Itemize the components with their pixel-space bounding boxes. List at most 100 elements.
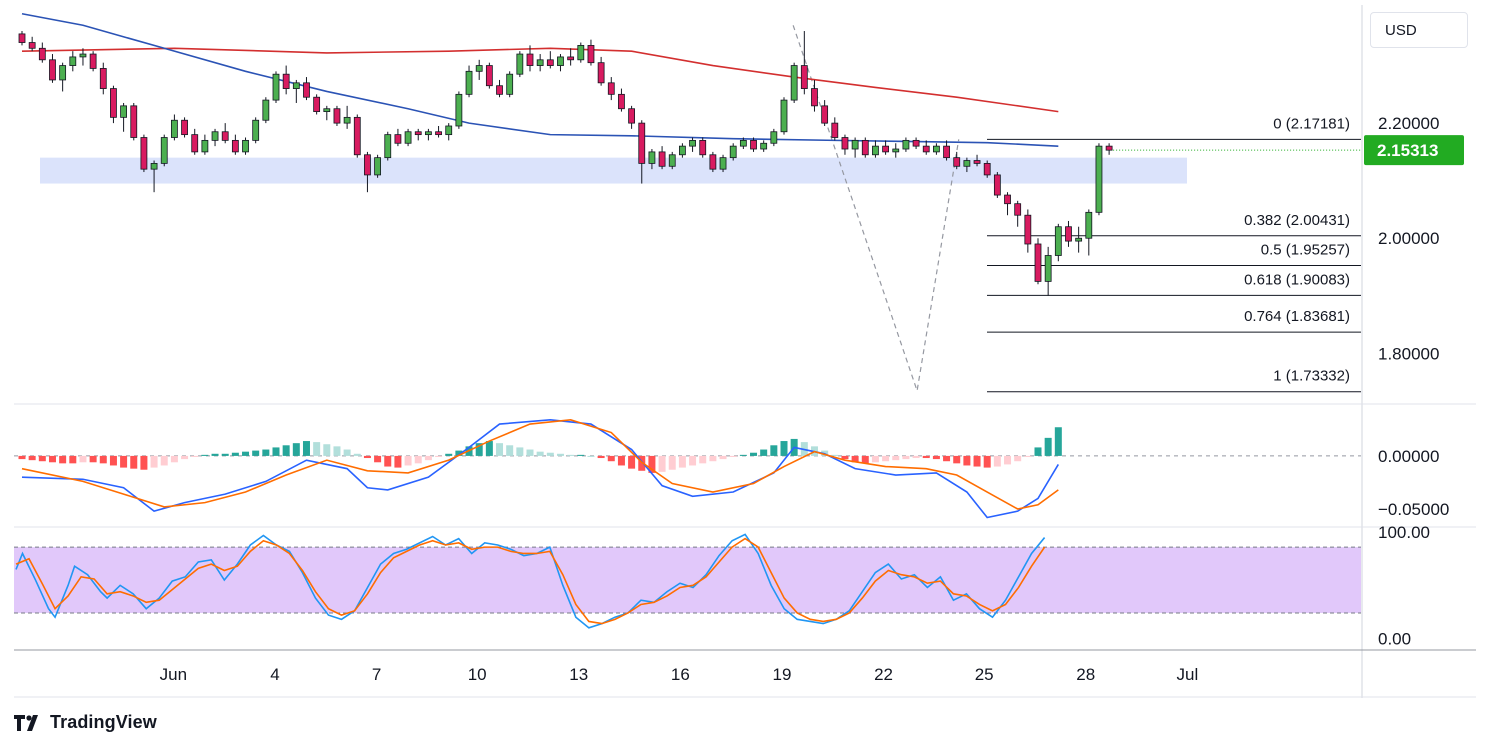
last-price-tag: 2.15313 [1113, 135, 1464, 166]
macd-histogram-bar [130, 455, 138, 469]
candle-body [475, 65, 483, 72]
macd-histogram-bar [1004, 455, 1012, 465]
macd-histogram-bar [242, 451, 250, 456]
macd-histogram-bar [729, 455, 737, 457]
candle-body [557, 56, 564, 66]
candle-body [404, 131, 412, 144]
macd-histogram-bar [59, 455, 67, 464]
candle-body [374, 157, 382, 176]
macd-histogram-bar [353, 453, 361, 456]
stochastic-band-rect [14, 547, 1361, 613]
macd-histogram-bar [455, 450, 463, 456]
macd-histogram-bar [363, 455, 371, 459]
candle-body [343, 116, 351, 124]
candle-body [292, 82, 300, 89]
fib-level-label: 0.618 (1.90083) [1244, 271, 1350, 288]
candle-body [211, 131, 219, 141]
macd-histogram-bar [689, 455, 697, 466]
candle-body [242, 139, 249, 153]
macd-histogram-bar [435, 455, 443, 457]
candle-body [587, 45, 595, 64]
macd-histogram-bar [292, 443, 300, 456]
candle-body [99, 68, 107, 89]
candle-body [333, 108, 341, 124]
macd-histogram-bar [89, 455, 97, 463]
candle-body [282, 73, 290, 89]
macd-histogram-bar [831, 454, 839, 456]
candle-body [658, 151, 666, 167]
candle-body [648, 151, 656, 164]
candle-body [465, 70, 473, 95]
candle-body [912, 139, 920, 147]
macd-histogram-bar [912, 455, 920, 459]
candle-body [170, 119, 178, 138]
candle-body [973, 160, 981, 164]
candle-body [821, 105, 829, 124]
macd-histogram-bar [597, 455, 605, 459]
candle-body [181, 119, 188, 136]
macd-histogram-bar [638, 455, 646, 471]
candle-body [38, 47, 46, 61]
candle-body [496, 85, 503, 95]
candle-body [272, 73, 280, 101]
last-price-tag-bg [1364, 135, 1464, 166]
candle-body [831, 122, 839, 138]
time-axis[interactable]: Jun 4 7 10 13 16 19 22 25 28 Jul [160, 665, 1199, 684]
macd-histogram-bar [69, 455, 77, 464]
macd-histogram-bar [384, 455, 392, 467]
fib-level-label: 0 (2.17181) [1273, 115, 1350, 132]
macd-histogram-bar [567, 454, 575, 456]
candle-body [628, 108, 635, 124]
candle-body [1044, 255, 1052, 282]
fib-level-label: 0.382 (2.00431) [1244, 212, 1350, 229]
tradingview-wordmark: TradingView [50, 712, 157, 732]
candle-body [1004, 194, 1011, 205]
macd-line [21, 419, 1060, 519]
candle-body [800, 65, 808, 89]
candle-body [424, 131, 432, 136]
time-axis-label: 4 [270, 665, 279, 684]
candle-body [130, 105, 138, 138]
macd-histogram-bar [109, 455, 117, 466]
fibonacci-retracement[interactable]: 0 (2.17181) 0.382 (2.00431) 0.5 (1.95257) 0… [792, 25, 1361, 393]
tradingview-logo[interactable]: TradingView [14, 712, 157, 733]
macd-histogram-bar [252, 450, 260, 456]
currency-selector[interactable]: USD [1370, 12, 1468, 48]
stochastic-lines [15, 533, 1046, 629]
candle-body [110, 88, 117, 118]
price-axis-label: 2.20000 [1378, 114, 1439, 133]
candle-body [353, 116, 361, 156]
candle-body [872, 145, 879, 156]
candle-body [526, 53, 534, 66]
candle-body [739, 139, 747, 147]
macd-histogram-bar [699, 455, 707, 464]
candle-body [546, 59, 554, 66]
macd-histogram-bar [607, 455, 615, 462]
candle-body [597, 62, 605, 84]
candle-body [577, 45, 585, 61]
macd-histogram-bar [658, 455, 666, 472]
fib-level-label: 1 (1.73332) [1273, 368, 1350, 385]
candle-body [455, 93, 463, 127]
macd-histogram-bar [709, 455, 717, 462]
candle-body [69, 56, 77, 66]
macd-histogram-bar [120, 455, 128, 468]
macd-histogram-bar [181, 455, 189, 460]
candle-body [191, 134, 199, 153]
time-axis-label: 16 [671, 665, 690, 684]
macd-histogram-bar [79, 455, 87, 463]
candle-body [485, 65, 493, 87]
candle-body [1085, 211, 1093, 239]
time-axis-label: 10 [468, 665, 487, 684]
macd-histogram-bar [38, 455, 46, 462]
stochastic-axis-label: 0.00 [1378, 629, 1411, 648]
macd-histogram-bar [302, 441, 310, 456]
macd-histogram-bar [922, 455, 930, 459]
candle-body [618, 93, 625, 110]
candle-body [414, 131, 422, 136]
macd-histogram [18, 427, 1062, 473]
candle-body [140, 137, 148, 170]
time-axis-label: 25 [975, 665, 994, 684]
price-candles [18, 31, 1113, 296]
price-axis[interactable]: 2.20000 2.00000 1.80000 0.00000 −0.05000 100.… [1378, 114, 1449, 648]
